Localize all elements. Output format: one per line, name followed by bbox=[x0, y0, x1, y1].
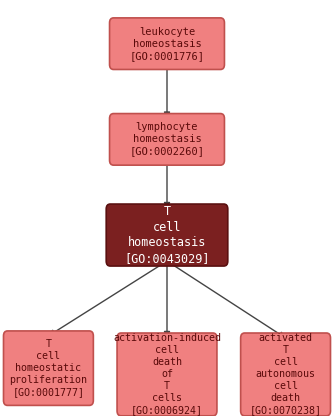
Text: activated
T
cell
autonomous
cell
death
[GO:0070238]: activated T cell autonomous cell death [… bbox=[249, 333, 322, 416]
FancyBboxPatch shape bbox=[240, 333, 331, 416]
Text: T
cell
homeostatic
proliferation
[GO:0001777]: T cell homeostatic proliferation [GO:000… bbox=[9, 339, 88, 397]
Text: leukocyte
homeostasis
[GO:0001776]: leukocyte homeostasis [GO:0001776] bbox=[130, 27, 204, 61]
Text: activation-induced
cell
death
of
T
cells
[GO:0006924]: activation-induced cell death of T cells… bbox=[113, 333, 221, 416]
Text: lymphocyte
homeostasis
[GO:0002260]: lymphocyte homeostasis [GO:0002260] bbox=[130, 122, 204, 156]
FancyBboxPatch shape bbox=[110, 114, 224, 165]
FancyBboxPatch shape bbox=[106, 204, 228, 266]
FancyBboxPatch shape bbox=[110, 18, 224, 69]
FancyBboxPatch shape bbox=[117, 333, 217, 416]
Text: T
cell
homeostasis
[GO:0043029]: T cell homeostasis [GO:0043029] bbox=[124, 205, 210, 265]
FancyBboxPatch shape bbox=[3, 331, 94, 405]
